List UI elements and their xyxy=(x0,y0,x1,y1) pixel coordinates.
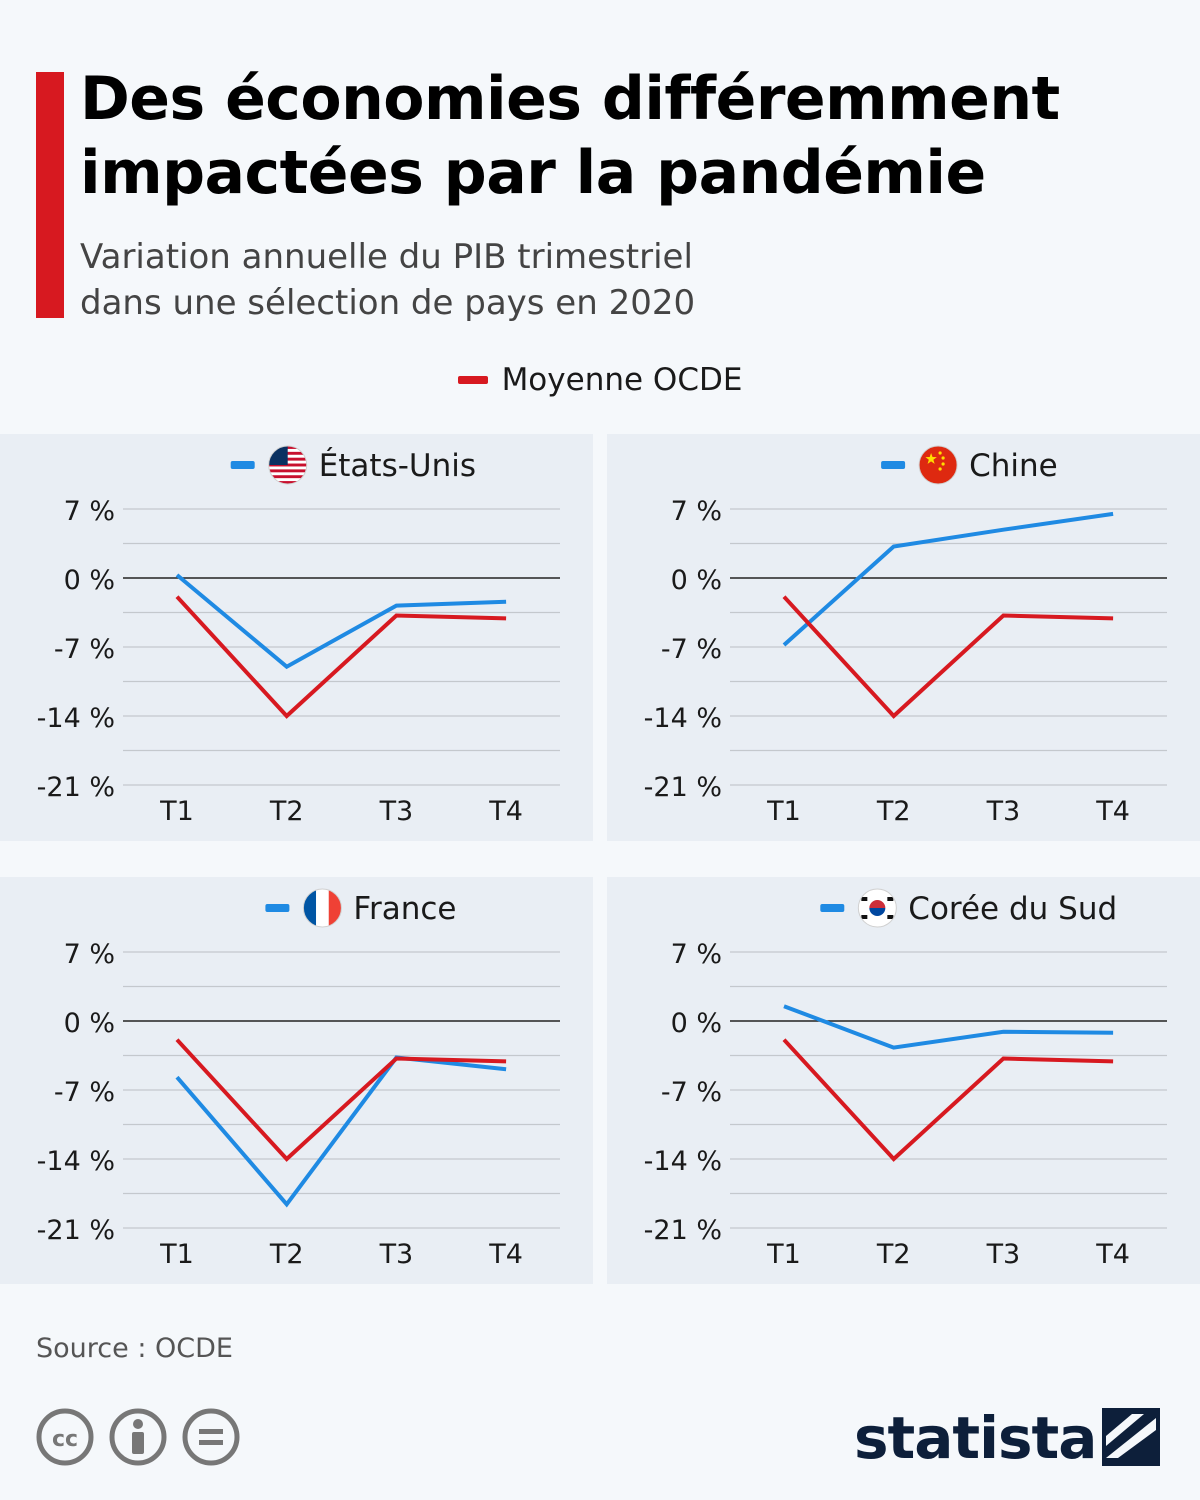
accent-bar xyxy=(36,72,64,318)
chart-panel-china xyxy=(607,434,1200,841)
source-note: Source : OCDE xyxy=(36,1333,233,1364)
statista-logo: statista xyxy=(854,1404,1160,1470)
attribution-icon xyxy=(109,1408,167,1466)
oecd-legend-label: Moyenne OCDE xyxy=(501,362,743,398)
svg-text:cc: cc xyxy=(52,1427,78,1452)
chart-panel-france xyxy=(0,877,593,1284)
cc-license-icons: cc xyxy=(36,1408,240,1466)
subtitle-line-1: Variation annuelle du PIB trimestriel xyxy=(80,237,693,277)
page-subtitle: Variation annuelle du PIB trimestriel da… xyxy=(80,234,980,326)
no-derivatives-icon xyxy=(182,1408,240,1466)
page-title: Des économies différemment impactées par… xyxy=(80,64,1060,208)
cc-icon: cc xyxy=(36,1408,94,1466)
chart-panel-korea xyxy=(607,877,1200,1284)
statista-mark-icon xyxy=(1102,1408,1160,1466)
oecd-legend-swatch xyxy=(457,375,488,384)
svg-text:statista: statista xyxy=(854,1404,1096,1470)
chart-legend: Moyenne OCDE xyxy=(0,362,1200,398)
chart-panel-usa xyxy=(0,434,593,841)
subtitle-line-2: dans une sélection de pays en 2020 xyxy=(80,283,696,323)
